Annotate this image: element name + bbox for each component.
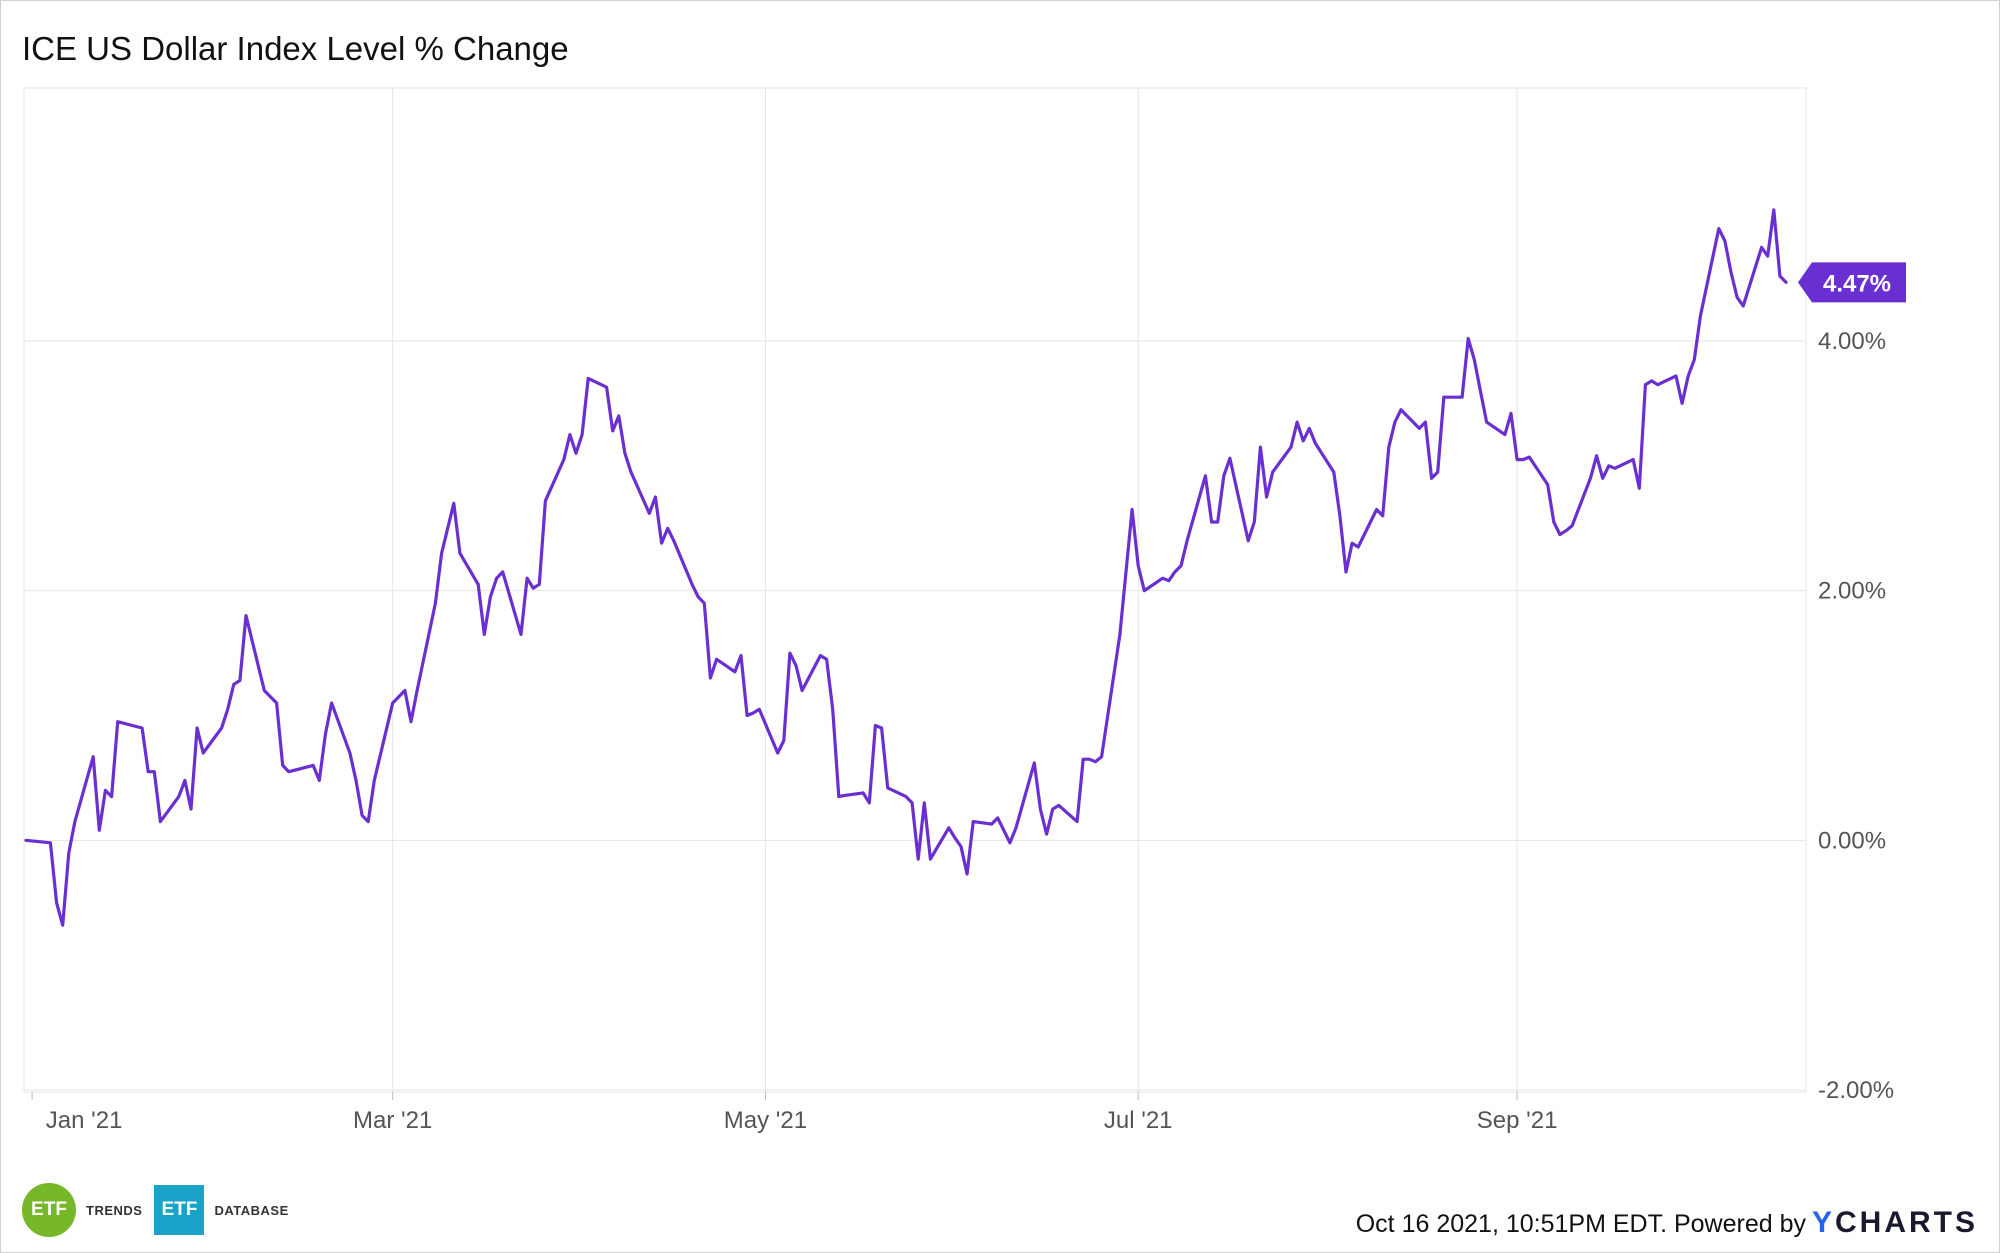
etf-trends-wordmark: TRENDS: [86, 1202, 143, 1218]
y-tick-label: 2.00%: [1818, 578, 1886, 605]
etf-database-logo[interactable]: ETF: [154, 1185, 205, 1235]
y-tick-label: 4.00%: [1818, 328, 1886, 355]
chart-title: ICE US Dollar Index Level % Change: [22, 30, 569, 67]
ycharts-logo[interactable]: YCHARTS: [1812, 1206, 1978, 1240]
x-tick-label: Jul '21: [1104, 1107, 1173, 1134]
x-tick-label: Mar '21: [353, 1107, 432, 1134]
y-tick-label: 0.00%: [1818, 827, 1886, 854]
plot-area: [23, 87, 1807, 1093]
series-line: [24, 208, 1788, 927]
x-tick-label: Sep '21: [1477, 1107, 1558, 1134]
footer-logos: ETF TRENDS ETF DATABASE: [22, 1183, 301, 1237]
footer-timestamp: Oct 16 2021, 10:51PM EDT. Powered by: [1355, 1210, 1806, 1238]
x-tick-label: Jan '21: [46, 1107, 123, 1134]
etf-database-wordmark: DATABASE: [214, 1202, 289, 1218]
y-tick-label: -2.00%: [1818, 1077, 1894, 1104]
x-tick-label: May '21: [724, 1107, 807, 1134]
last-value-badge: [1798, 262, 1906, 303]
etf-trends-logo[interactable]: ETF: [22, 1183, 76, 1237]
last-value-label: 4.47%: [1823, 270, 1891, 297]
footer-credit: Oct 16 2021, 10:51PM EDT. Powered by YCH…: [1356, 1206, 1978, 1240]
ycharts-logo-text: CHARTS: [1835, 1206, 1978, 1239]
ycharts-logo-y: Y: [1811, 1206, 1835, 1239]
